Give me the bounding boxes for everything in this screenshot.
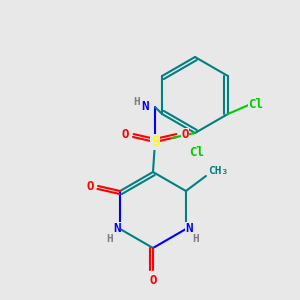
Text: H: H [134,97,140,107]
Text: CH₃: CH₃ [208,166,228,176]
Text: S: S [151,135,159,149]
Text: O: O [181,128,189,142]
Text: O: O [86,179,94,193]
Text: O: O [121,128,129,142]
Text: N: N [113,223,121,236]
Text: N: N [141,100,149,113]
Text: Cl: Cl [248,98,263,110]
Text: Cl: Cl [190,146,205,160]
Text: H: H [107,234,113,244]
Text: N: N [185,223,193,236]
Text: H: H [193,234,199,244]
Text: O: O [149,274,157,286]
